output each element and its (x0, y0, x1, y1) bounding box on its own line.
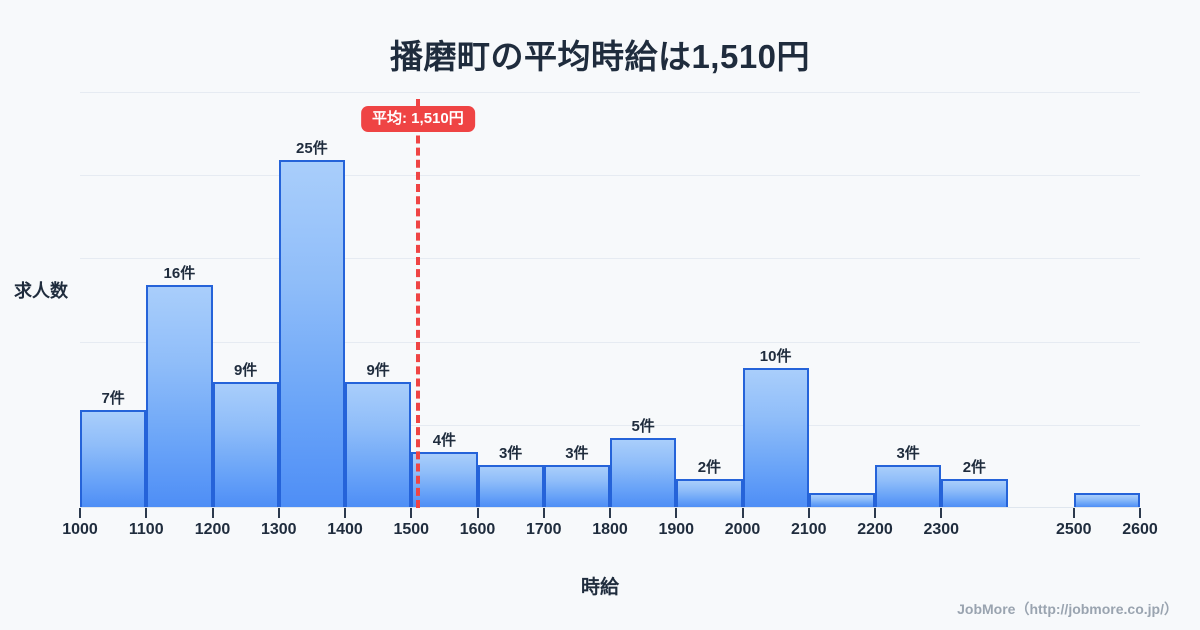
bar-value-label: 3件 (498, 445, 523, 463)
x-axis-tick-label: 1900 (658, 521, 695, 538)
x-axis-tick-label: 2200 (857, 521, 893, 538)
bar-value-label: 9件 (366, 362, 390, 380)
bar-value-label: 9件 (233, 362, 258, 380)
bar-value-label: 3件 (896, 445, 920, 463)
gridline (80, 92, 1140, 94)
x-axis-tick-label: 1700 (525, 521, 562, 538)
x-axis-tick (874, 508, 876, 518)
x-axis-tick (807, 508, 810, 518)
x-axis-tick-label: 1300 (260, 521, 297, 538)
x-axis-tick (410, 508, 413, 518)
x-axis-tick (145, 508, 148, 518)
x-axis-tick (476, 508, 479, 518)
x-axis-tick-label: 2100 (790, 521, 827, 538)
bar[interactable] (1073, 493, 1140, 507)
x-axis-tick-label: 2500 (1055, 521, 1092, 538)
gridline (80, 424, 1140, 426)
bar[interactable] (610, 437, 677, 507)
bar[interactable] (742, 368, 809, 507)
x-axis-tick (344, 508, 346, 518)
average-badge: 平均: 1,510円 (361, 106, 475, 132)
bar-value-label: 2件 (962, 459, 987, 477)
x-axis-tick-label: 1600 (459, 521, 496, 538)
y-axis-title: 求人数 (14, 281, 68, 301)
bar[interactable] (80, 409, 147, 507)
x-axis-tick-label: 1400 (327, 521, 363, 538)
x-axis-tick (741, 508, 744, 518)
bar-value-label: 5件 (631, 417, 655, 435)
x-axis-tick-label: 1200 (194, 521, 231, 538)
axis-baseline (80, 507, 1140, 508)
x-axis-tick-label: 2000 (724, 521, 761, 538)
x-axis-tick (79, 508, 81, 518)
x-axis-tick (609, 508, 611, 518)
gridline (80, 258, 1140, 260)
bar[interactable] (676, 479, 743, 507)
gridline (80, 175, 1140, 177)
bar-value-label: 25件 (296, 140, 328, 158)
bar-value-label: 2件 (697, 459, 722, 477)
bar[interactable] (477, 465, 544, 507)
bar[interactable] (411, 451, 478, 507)
x-axis-tick (1072, 508, 1075, 518)
average-line (415, 99, 420, 508)
bar[interactable] (543, 465, 610, 507)
bar-value-label: 4件 (432, 431, 457, 449)
x-axis-tick (277, 508, 280, 518)
chart-title: 播磨町の平均時給は1,510円 (389, 38, 811, 75)
bar-value-label: 7件 (101, 389, 125, 407)
bar[interactable] (146, 285, 213, 507)
bar[interactable] (345, 382, 412, 507)
x-axis-tick-label: 2300 (923, 521, 960, 538)
bar[interactable] (808, 493, 875, 507)
bar-value-label: 3件 (565, 445, 589, 463)
bar[interactable] (941, 479, 1008, 507)
x-axis-tick (1139, 508, 1141, 518)
bar[interactable] (278, 160, 345, 507)
gridline (80, 341, 1140, 343)
bar[interactable] (875, 465, 942, 507)
bar[interactable] (212, 382, 279, 507)
x-axis-tick-label: 1100 (128, 521, 164, 538)
x-axis-title: 時給 (580, 577, 619, 598)
x-axis-tick (542, 508, 545, 518)
x-axis-tick (675, 508, 678, 518)
bar-value-label: 16件 (163, 265, 196, 283)
x-axis-tick-label: 1800 (592, 521, 628, 538)
x-axis-tick-label: 1500 (393, 521, 430, 538)
x-axis-tick-label: 2600 (1122, 521, 1158, 538)
watermark: JobMore（http://jobmore.co.jp/） (957, 601, 1178, 617)
x-axis-tick (211, 508, 214, 518)
x-axis-tick-label: 1000 (62, 521, 98, 538)
plot-area: 7件 16件 9件 25件 9件 4件 3件 3件 5件 2件 10件 3件 2件 (80, 92, 1140, 508)
x-axis-tick (940, 508, 943, 518)
bar-value-label: 10件 (759, 348, 792, 366)
